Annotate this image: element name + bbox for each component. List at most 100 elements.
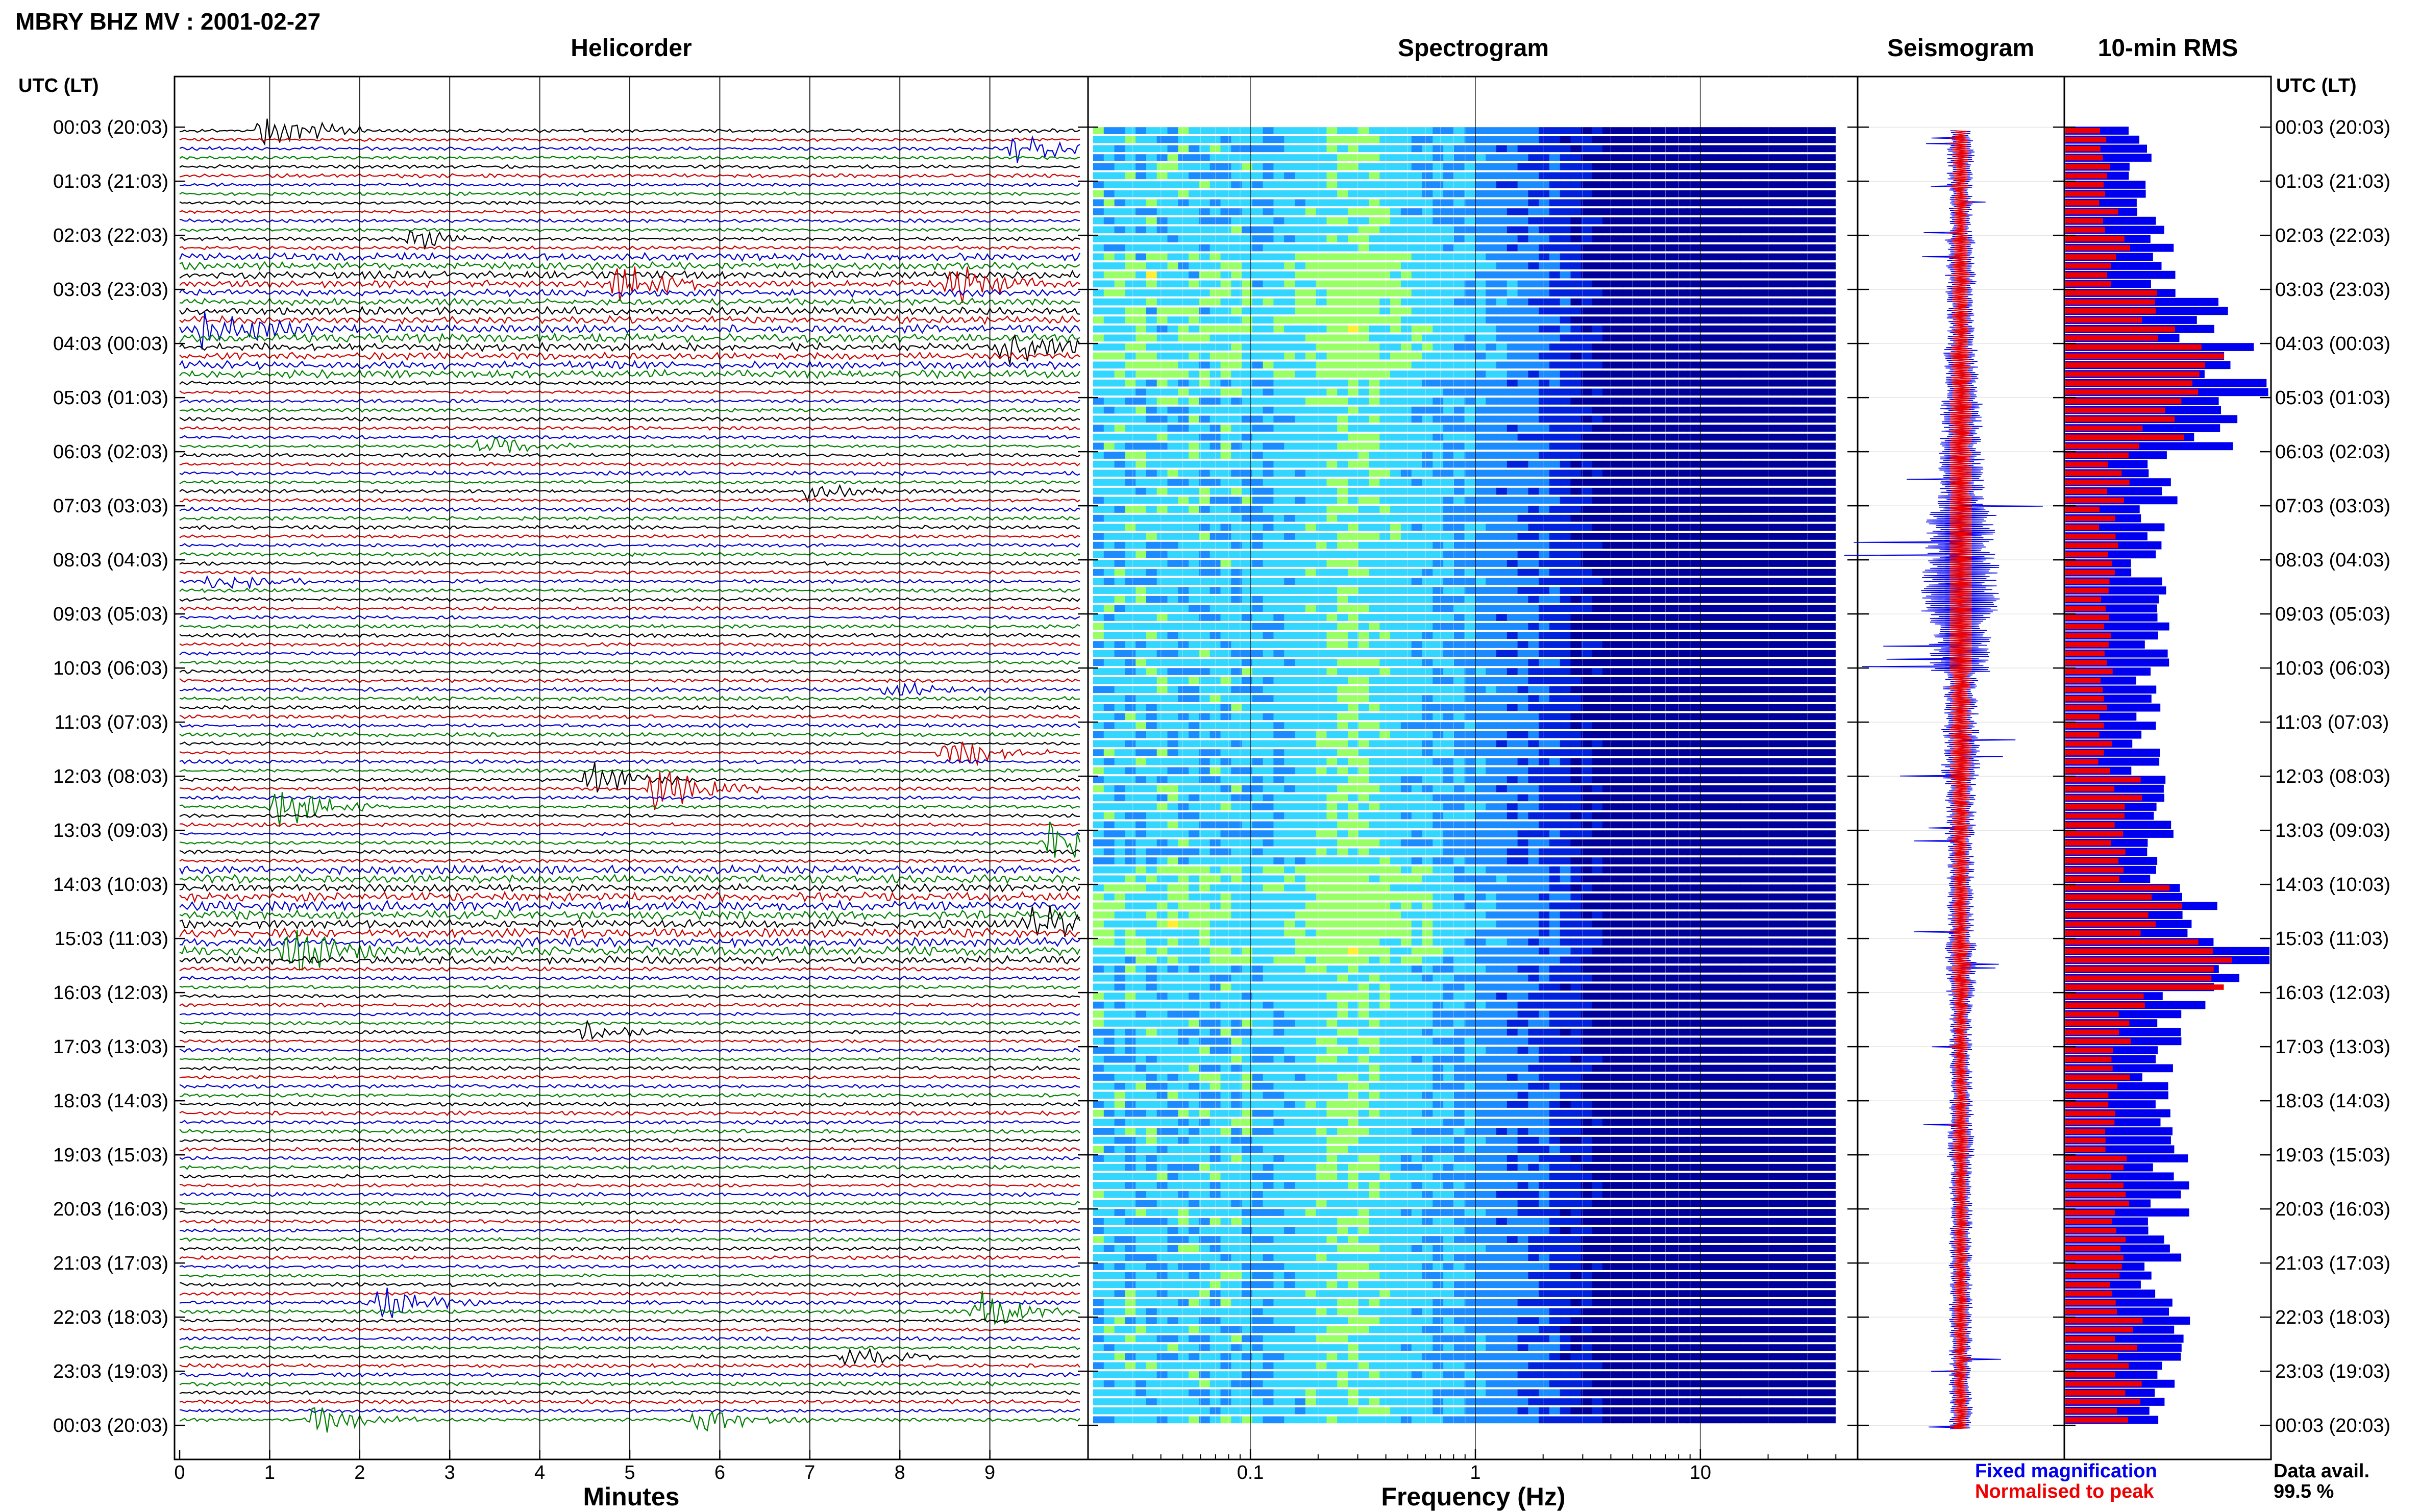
spectrogram-cell: [1156, 181, 1168, 188]
spectrogram-cell: [1136, 208, 1147, 215]
spectrogram-cell: [1486, 713, 1497, 721]
spectrogram-cell: [1613, 343, 1624, 351]
spectrogram-cell: [1549, 524, 1561, 531]
spectrogram-cell: [1793, 704, 1805, 711]
spectrogram-cell: [1751, 479, 1762, 486]
spectrogram-cell: [1687, 695, 1698, 702]
spectrogram-cell: [1379, 415, 1391, 423]
spectrogram-cell: [1400, 713, 1412, 721]
spectrogram-cell: [1740, 596, 1751, 603]
spectrogram-cell: [1337, 533, 1348, 540]
spectrogram-cell: [1517, 695, 1528, 702]
spectrogram-cell: [1231, 659, 1242, 666]
spectrogram-cell: [1316, 226, 1327, 234]
spectrogram-cell: [1390, 469, 1401, 477]
spectrogram-cell: [1783, 533, 1794, 540]
spectrogram-cell: [1400, 479, 1412, 486]
spectrogram-cell: [1348, 163, 1359, 170]
spectrogram-cell: [1453, 190, 1465, 197]
spectrogram-cell: [1114, 370, 1125, 378]
spectrogram-cell: [1666, 253, 1677, 261]
spectrogram-cell: [1443, 460, 1454, 468]
spectrogram-cell: [1517, 289, 1528, 296]
spectrogram-cell: [1146, 695, 1157, 702]
spectrogram-cell: [1379, 713, 1391, 721]
spectrogram-cell: [1528, 533, 1539, 540]
spectrogram-cell: [1581, 379, 1592, 387]
spectrogram-cell: [1751, 632, 1762, 639]
spectrogram-cell: [1326, 596, 1338, 603]
spectrogram-cell: [1199, 740, 1211, 748]
spectrogram-cell: [1136, 406, 1147, 414]
spectrogram-cell: [1316, 190, 1327, 197]
spectrogram-cell: [1358, 379, 1370, 387]
spectrogram-cell: [1400, 533, 1412, 540]
spectrogram-cell: [1804, 605, 1815, 612]
spectrogram-cell: [1539, 406, 1550, 414]
spectrogram-cell: [1623, 514, 1635, 522]
spectrogram-cell: [1400, 686, 1412, 693]
spectrogram-cell: [1507, 614, 1518, 621]
spectrogram-cell: [1263, 722, 1274, 729]
spectrogram-cell: [1761, 506, 1773, 513]
spectrogram-cell: [1390, 686, 1401, 693]
spectrogram-cell: [1666, 442, 1677, 450]
spectrogram-cell: [1751, 190, 1762, 197]
spectrogram-cell: [1273, 379, 1285, 387]
spectrogram-cell: [1400, 352, 1412, 360]
spectrogram-cell: [1125, 298, 1136, 306]
spectrogram-cell: [1539, 695, 1550, 702]
spectrogram-cell: [1772, 614, 1783, 621]
spectrogram-cell: [1252, 307, 1264, 315]
spectrogram-cell: [1199, 235, 1211, 242]
spectrogram-cell: [1507, 145, 1518, 153]
spectrogram-cell: [1273, 469, 1285, 477]
spectrogram-cell: [1751, 415, 1762, 423]
spectrogram-cell: [1136, 506, 1147, 513]
spectrogram-cell: [1305, 632, 1317, 639]
spectrogram-cell: [1273, 713, 1285, 721]
spectrogram-cell: [1263, 731, 1274, 738]
spectrogram-cell: [1517, 722, 1528, 729]
spectrogram-cell: [1825, 271, 1836, 279]
spectrogram-cell: [1708, 722, 1720, 729]
spectrogram-cell: [1496, 479, 1508, 486]
spectrogram-cell: [1103, 163, 1115, 170]
spectrogram-cell: [1199, 298, 1211, 306]
spectrogram-cell: [1326, 208, 1338, 215]
spectrogram-cell: [1793, 271, 1805, 279]
spectrogram-cell: [1103, 596, 1115, 603]
spectrogram-cell: [1825, 370, 1836, 378]
spectrogram-cell: [1698, 217, 1709, 225]
spectrogram-cell: [1528, 235, 1539, 242]
spectrogram-cell: [1125, 343, 1136, 351]
spectrogram-cell: [1326, 181, 1338, 188]
spectrogram-cell: [1146, 551, 1157, 558]
spectrogram-cell: [1136, 560, 1147, 567]
spectrogram-cell: [1687, 145, 1698, 153]
spectrogram-cell: [1136, 524, 1147, 531]
spectrogram-cell: [1358, 253, 1370, 261]
spectrogram-cell: [1156, 415, 1168, 423]
spectrogram-cell: [1103, 379, 1115, 387]
spectrogram-cell: [1252, 533, 1264, 540]
spectrogram-cell: [1136, 568, 1147, 576]
spectrogram-cell: [1114, 208, 1125, 215]
spectrogram-cell: [1496, 406, 1508, 414]
spectrogram-cell: [1156, 361, 1168, 369]
spectrogram-cell: [1146, 479, 1157, 486]
spectrogram-cell: [1348, 388, 1359, 396]
spectrogram-cell: [1379, 641, 1391, 648]
spectrogram-cell: [1136, 722, 1147, 729]
spectrogram-cell: [1486, 452, 1497, 459]
spectrogram-cell: [1453, 181, 1465, 188]
spectrogram-cell: [1433, 623, 1444, 630]
spectrogram-cell: [1602, 352, 1614, 360]
spectrogram-cell: [1453, 325, 1465, 333]
spectrogram-cell: [1549, 334, 1561, 342]
spectrogram-cell: [1369, 533, 1380, 540]
spectrogram-cell: [1496, 596, 1508, 603]
spectrogram-cell: [1263, 740, 1274, 748]
spectrogram-cell: [1326, 587, 1338, 594]
spectrogram-cell: [1751, 271, 1762, 279]
